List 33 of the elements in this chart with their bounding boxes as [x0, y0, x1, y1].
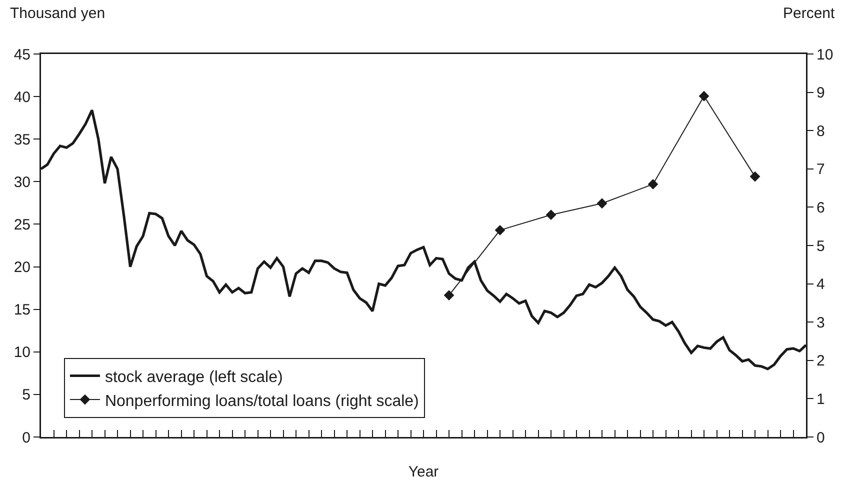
y-tick-label: 20	[14, 259, 30, 276]
point	[444, 290, 454, 300]
point	[750, 171, 760, 182]
y-tick-label: 10	[14, 344, 30, 362]
point	[546, 210, 556, 220]
y-tick-label: 30	[14, 174, 30, 191]
y-tick-label: 0	[22, 429, 30, 446]
legend-label: stock average (left scale)	[104, 368, 283, 386]
y2-tick-label: 9	[816, 84, 825, 102]
point	[494, 224, 506, 236]
y2-tick-label: 10	[816, 46, 834, 64]
y2-tick-label: 4	[816, 276, 825, 294]
point	[698, 90, 710, 102]
y-tick-label: 25	[14, 216, 30, 234]
point	[648, 179, 658, 190]
y-axis-title: Thousand yen	[10, 5, 106, 22]
y2-tick-label: 2	[816, 352, 825, 370]
y-tick-label: 40	[14, 88, 30, 106]
y2-tick-label: 5	[816, 238, 825, 255]
y-tick-label: 35	[14, 131, 30, 148]
y2-axis-title: Percent	[783, 5, 836, 22]
y-tick-label: 5	[22, 386, 30, 404]
legend-label: Nonperforming loans/total loans (right scale)	[104, 392, 419, 410]
y2-tick-label: 7	[816, 161, 825, 178]
x-axis-title: Year	[408, 463, 439, 480]
y2-tick-label: 0	[816, 429, 825, 446]
y2-tick-label: 6	[816, 199, 825, 216]
y-tick-label: 15	[14, 302, 30, 319]
y2-tick-label: 3	[816, 314, 825, 332]
y-tick-label: 45	[14, 46, 30, 64]
point	[596, 198, 608, 209]
y2-tick-label: 1	[816, 390, 825, 408]
y2-tick-label: 8	[816, 122, 825, 140]
